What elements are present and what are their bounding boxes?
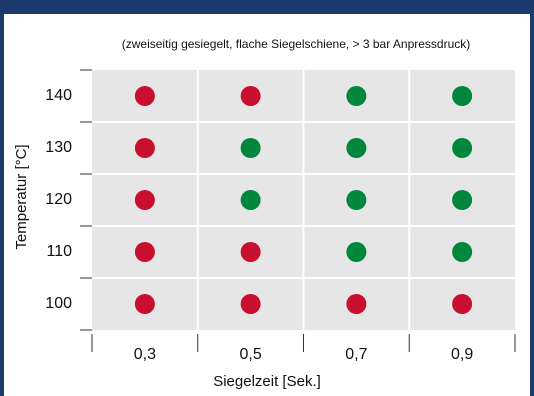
y-tick-label: 120	[45, 191, 72, 208]
status-dot	[452, 190, 473, 210]
left-border	[0, 0, 4, 396]
x-tick-label: 0,5	[240, 346, 262, 363]
top-band	[0, 0, 534, 14]
status-dot	[134, 86, 155, 106]
status-dot	[240, 138, 261, 158]
y-tick-label: 130	[45, 139, 72, 156]
status-dot	[346, 190, 367, 210]
chart-subtitle: (zweiseitig gesiegelt, flache Siegelschi…	[122, 37, 471, 51]
y-tick-label: 110	[46, 243, 72, 260]
status-dot	[452, 294, 473, 314]
status-dot	[452, 86, 473, 106]
status-dot	[240, 242, 261, 262]
status-dot	[452, 138, 473, 158]
status-dot	[240, 294, 261, 314]
status-dot	[134, 190, 155, 210]
status-dot	[134, 242, 155, 262]
x-tick-label: 0,7	[345, 346, 367, 363]
status-dot	[134, 294, 155, 314]
y-tick-label: 140	[45, 87, 72, 104]
right-border	[530, 0, 534, 396]
status-dot	[346, 242, 367, 262]
y-axis-label: Temperatur [°C]	[13, 144, 30, 249]
status-dot	[134, 138, 155, 158]
status-dot	[452, 242, 473, 262]
status-dot	[346, 138, 367, 158]
y-tick-label: 100	[45, 295, 72, 312]
status-dot	[240, 190, 261, 210]
status-dot	[240, 86, 261, 106]
x-tick-label: 0,9	[451, 346, 473, 363]
x-tick-label: 0,3	[134, 346, 156, 363]
status-dot	[346, 86, 367, 106]
status-dot	[346, 294, 367, 314]
x-axis-label: Siegelzeit [Sek.]	[213, 373, 321, 390]
